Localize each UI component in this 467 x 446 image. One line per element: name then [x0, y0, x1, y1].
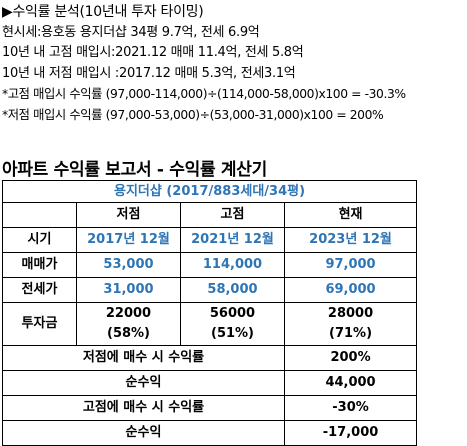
lease-low: 31,000 [76, 277, 181, 303]
summary-label-low-profit: 순수익 [2, 370, 285, 396]
note-low-buy: 10년 내 저점 매입시 :2017.12 매매 5.3억, 전세3.1억 [2, 65, 296, 81]
invest-current: 28000 (71%) [283, 302, 418, 346]
row-label-sale: 매매가 [2, 252, 77, 278]
note-heading: ▶수익률 분석(10년내 투자 타이밍) [2, 4, 204, 20]
note-current-price: 현시세:용호동 용지더샵 34평 9.7억, 전세 6.9억 [2, 24, 260, 40]
col-header-low: 저점 [76, 202, 181, 228]
invest-current-ratio: (71%) [329, 326, 373, 341]
period-high: 2021년 12월 [180, 227, 285, 253]
note-low-return-formula: *저점 매입시 수익률 (97,000-53,000)÷(53,000-31,0… [2, 107, 384, 122]
corner-cell [2, 202, 77, 228]
sale-high: 114,000 [180, 252, 285, 278]
invest-low-amount: 22000 [105, 306, 152, 321]
apartment-name: 용지더샵 (2017/883세대/34평) [1, 180, 418, 203]
invest-low-ratio: (58%) [107, 326, 150, 341]
summary-label-high-return: 고점에 매수 시 수익률 [2, 395, 285, 421]
note-high-buy: 10년 내 고점 매입시:2021.12 매매 11.4억, 전세 5.8억 [2, 45, 304, 60]
invest-low: 22000 (58%) [76, 302, 181, 346]
summary-label-low-return: 저점에 매수 시 수익률 [2, 345, 285, 371]
invest-high-ratio: (51%) [211, 326, 254, 341]
sale-current: 97,000 [283, 252, 418, 278]
row-label-lease: 전세가 [2, 277, 77, 303]
return-calculator-table: 용지더샵 (2017/883세대/34평) 저점 고점 현재 시기 2017년 … [1, 180, 418, 446]
summary-value-low-profit: 44,000 [283, 370, 418, 396]
invest-current-amount: 28000 [327, 306, 374, 321]
period-current: 2023년 12월 [283, 227, 418, 253]
summary-value-low-return: 200% [283, 345, 418, 371]
summary-value-high-profit: -17,000 [283, 420, 418, 446]
col-header-current: 현재 [283, 202, 418, 228]
analysis-notes: ▶수익률 분석(10년내 투자 타이밍) 현시세:용호동 용지더샵 34평 9.… [2, 2, 465, 125]
row-label-period: 시기 [2, 227, 77, 253]
invest-high-amount: 56000 [209, 306, 256, 321]
row-label-invest: 투자금 [2, 302, 77, 346]
summary-value-high-return: -30% [283, 395, 418, 421]
period-low: 2017년 12월 [76, 227, 181, 253]
note-high-return-formula: *고점 매입시 수익률 (97,000-114,000)÷(114,000-58… [2, 87, 406, 101]
lease-high: 58,000 [180, 277, 285, 303]
summary-label-high-profit: 순수익 [2, 420, 285, 446]
col-header-high: 고점 [180, 202, 285, 228]
sale-low: 53,000 [76, 252, 181, 278]
lease-current: 69,000 [283, 277, 418, 303]
report-title: 아파트 수익률 보고서 - 수익률 계산기 [2, 160, 267, 180]
invest-high: 56000 (51%) [180, 302, 285, 346]
